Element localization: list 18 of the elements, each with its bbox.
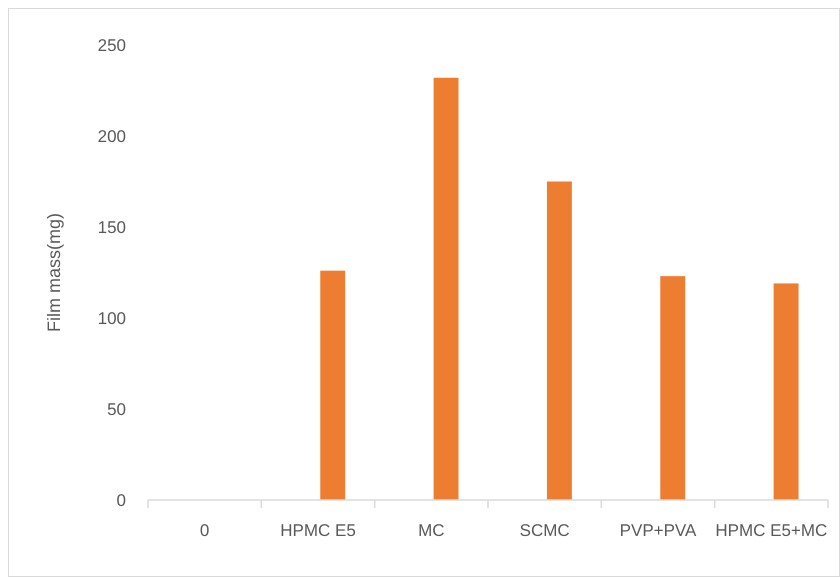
y-axis-title: Film mass(mg) bbox=[44, 213, 64, 332]
x-tick-label: SCMC bbox=[520, 521, 570, 540]
y-tick-label: 200 bbox=[98, 126, 126, 146]
x-tick-label: MC bbox=[418, 521, 445, 540]
bar bbox=[774, 283, 799, 500]
x-tick-label: HPMC E5+MC bbox=[715, 521, 828, 540]
y-tick-label: 150 bbox=[98, 218, 126, 237]
bar bbox=[320, 270, 346, 500]
y-tick-label: 50 bbox=[107, 400, 126, 419]
x-tick-label: 0 bbox=[200, 521, 210, 540]
x-tick-label: HPMC E5 bbox=[280, 521, 356, 540]
x-tick-label: PVP+PVA bbox=[620, 521, 698, 540]
bar bbox=[660, 276, 686, 500]
y-tick-label: 250 bbox=[98, 36, 126, 55]
bar bbox=[434, 78, 459, 500]
y-tick-label: 100 bbox=[98, 308, 126, 328]
y-tick-label: 0 bbox=[116, 490, 126, 510]
bar bbox=[546, 182, 572, 500]
